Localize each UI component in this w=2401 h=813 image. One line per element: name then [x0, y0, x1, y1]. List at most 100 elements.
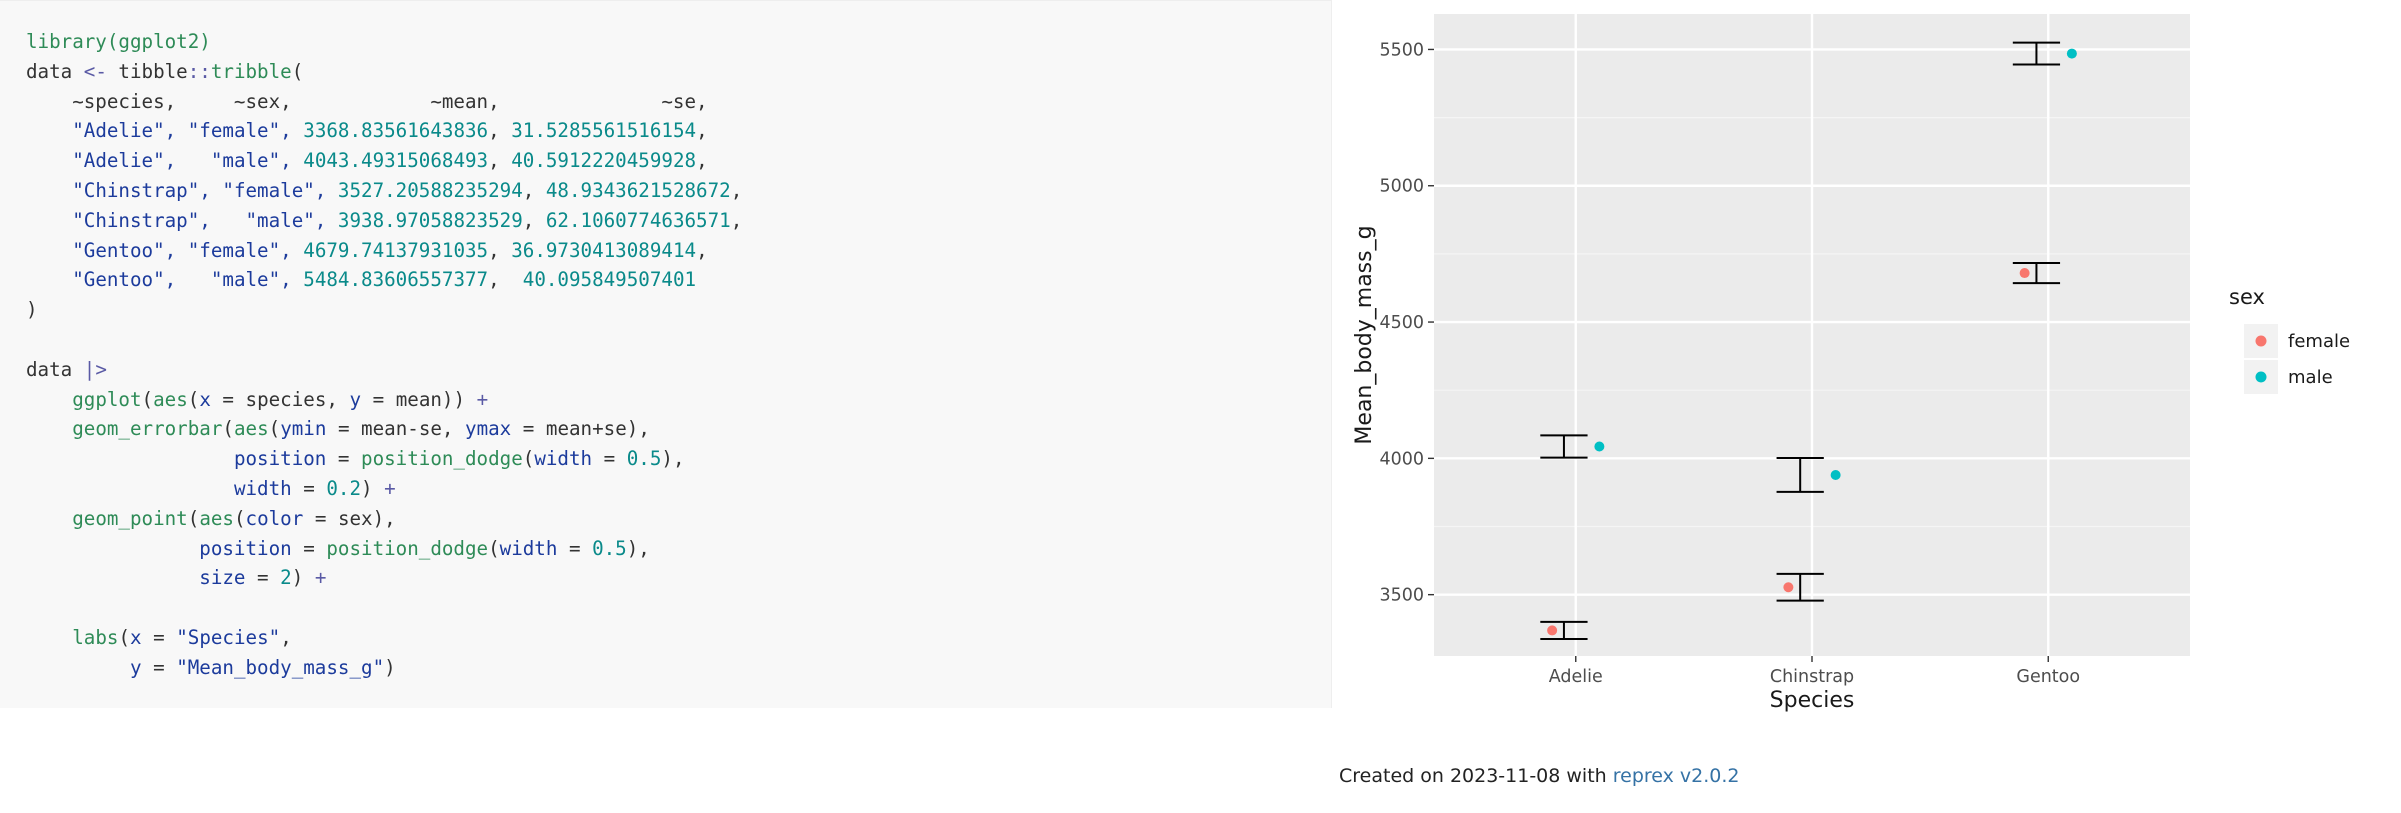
code-line: data <- tibble::tribble( [26, 60, 303, 83]
code-token: ( [233, 506, 246, 530]
code-token: + [314, 566, 327, 590]
code-token: 4043.49315068493 [303, 149, 489, 173]
code-token: data [26, 357, 84, 381]
reprex-footer: Created on 2023-11-08 with reprex v2.0.2 [1339, 765, 1740, 787]
footer-text: Created on 2023-11-08 with [1339, 765, 1613, 787]
code-token: tribble [210, 59, 292, 83]
code-token: , [522, 178, 546, 202]
code-panel: library(ggplot2) data <- tibble::tribble… [0, 0, 1332, 708]
errorbar-male-Gentoo [2012, 41, 2061, 66]
code-token: = species, [210, 387, 350, 411]
code-token: = sex), [303, 506, 396, 530]
code-token [26, 507, 72, 530]
legend-key-male: male [2244, 360, 2333, 394]
code-token: , [696, 119, 708, 143]
code-token: = [326, 447, 362, 471]
errorbars [1540, 41, 2061, 641]
y-tick-label: 3500 [1379, 586, 1424, 606]
y-tick-label: 4000 [1379, 449, 1424, 469]
code-token: = [245, 566, 281, 590]
code-token: ) [384, 655, 396, 679]
code-line: labs(x = "Species", [26, 626, 292, 649]
code-line: ) [26, 298, 38, 321]
legend-label: female [2288, 331, 2350, 352]
code-token: 0.5 [592, 536, 627, 560]
code-token: 40.5912220459928 [511, 149, 697, 173]
code-token: 0.2 [326, 476, 362, 500]
y-axis-title: Mean_body_mass_g [1352, 225, 1377, 444]
code-token: , [730, 178, 743, 202]
code-token: ( [522, 447, 535, 471]
code-token: library(ggplot2) [26, 30, 211, 53]
x-tick-label: Gentoo [2016, 667, 2080, 687]
code-token: "Gentoo", "female", [72, 238, 304, 262]
errorbar-male-Adelie [1540, 434, 1588, 459]
point-female-Gentoo [2019, 268, 2030, 279]
code-token: ), [626, 536, 650, 560]
code-token: 0.5 [626, 447, 662, 471]
code-line: "Chinstrap", "male", 3938.97058823529, 6… [26, 209, 742, 232]
plot-panel: 3500 4000 4500 5000 5500 Adelie Chinstrap Gent… [1332, 0, 2401, 740]
code-token: position_dodge [326, 536, 489, 560]
code-line: ~species, ~sex, ~mean, ~se, [26, 89, 708, 113]
code-token: , [488, 268, 523, 292]
code-token: ( [291, 59, 304, 83]
code-token: ( [187, 387, 200, 411]
code-line: "Adelie", "male", 4043.49315068493, 40.5… [26, 149, 707, 173]
code-token: ( [141, 387, 154, 411]
code-token: + [384, 476, 396, 500]
y-tick-label: 5500 [1379, 40, 1424, 60]
code-token: ~species, ~sex, ~mean, ~se, [26, 89, 708, 113]
code-token: 3938.97058823529 [337, 208, 523, 232]
code-token: |> [83, 357, 107, 381]
code-token: = mean-se, [326, 417, 466, 441]
point-female-Chinstrap [1783, 582, 1794, 593]
code-token: geom_errorbar [72, 417, 223, 441]
code-token: 36.9730413089414 [511, 238, 697, 262]
code-token: ( [222, 417, 234, 441]
code-token: = [291, 536, 327, 560]
code-line: "Gentoo", "male", 5484.83606557377, 40.0… [26, 268, 696, 291]
code-token: 31.5285561516154 [511, 119, 697, 143]
legend-label: male [2288, 367, 2333, 388]
code-token [26, 179, 72, 202]
code-token [26, 119, 72, 142]
legend-key-female: female [2244, 324, 2350, 358]
code-token: , [488, 119, 512, 143]
code-line: size = 2) + [26, 566, 326, 589]
reprex-link[interactable]: reprex v2.0.2 [1612, 765, 1740, 787]
code-token: = mean)) [361, 387, 477, 411]
code-token: = [557, 536, 593, 560]
code-token: "Gentoo", "male", [72, 268, 304, 292]
errorbar-female-Gentoo [2012, 261, 2061, 285]
code-token: position [233, 447, 327, 471]
code-token: + [476, 387, 489, 411]
code-token [26, 656, 130, 679]
code-block[interactable]: library(ggplot2) data <- tibble::tribble… [26, 27, 742, 683]
code-token: aes [233, 417, 269, 441]
code-line: "Gentoo", "female", 4679.74137931035, 36… [26, 238, 707, 262]
y-axis-ticks: 3500 4000 4500 5000 5500 [1379, 40, 1434, 606]
code-token [26, 566, 199, 589]
code-token: data [26, 59, 84, 83]
code-token: labs [72, 625, 119, 649]
code-token [26, 447, 234, 470]
point-male-Chinstrap [1830, 469, 1841, 480]
code-token: aes [199, 506, 234, 530]
code-token: position [199, 536, 292, 560]
code-token: width [534, 447, 593, 471]
code-token [26, 239, 72, 262]
code-line: y = "Mean_body_mass_g") [26, 656, 396, 679]
errorbar-female-Chinstrap [1776, 572, 1824, 602]
x-tick-label: Chinstrap [1770, 667, 1854, 687]
code-line: position = position_dodge(width = 0.5), [26, 447, 685, 470]
point-male-Gentoo [2066, 48, 2077, 59]
code-token: 62.1060774636571 [545, 208, 731, 232]
point-female-Adelie [1547, 625, 1558, 636]
errorbar-female-Adelie [1540, 620, 1588, 641]
code-token [26, 268, 72, 291]
code-token: = [592, 447, 627, 471]
code-token: "Species" [176, 625, 281, 649]
code-token [26, 209, 72, 232]
code-token: ( [118, 625, 130, 649]
